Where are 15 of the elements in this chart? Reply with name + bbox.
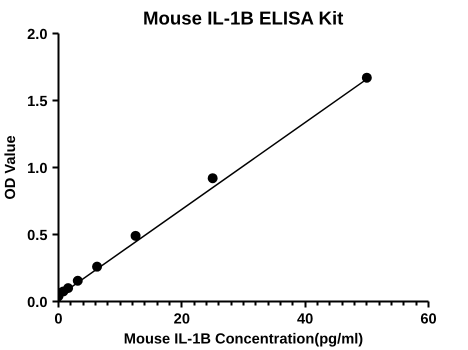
x-tick-label: 20: [174, 312, 190, 328]
y-tick-label: 0.5: [27, 228, 48, 244]
y-tick-label: 2.0: [27, 27, 48, 43]
point: [362, 72, 372, 83]
y-axis-title: OD Value: [3, 135, 20, 200]
y-tick-label: 1.5: [27, 94, 48, 110]
point: [208, 173, 218, 184]
y-tick-label: 1.0: [27, 161, 48, 177]
y-tick-label: 0.0: [27, 295, 48, 311]
chart-title: Mouse IL-1B ELISA Kit: [142, 8, 344, 28]
x-tick-label: 40: [297, 312, 314, 328]
point: [130, 230, 141, 241]
x-tick-label: 60: [420, 312, 437, 328]
x-tick-label: 0: [54, 312, 63, 328]
x-axis-title: Mouse IL-1B Concentration(pg/ml): [124, 332, 364, 348]
